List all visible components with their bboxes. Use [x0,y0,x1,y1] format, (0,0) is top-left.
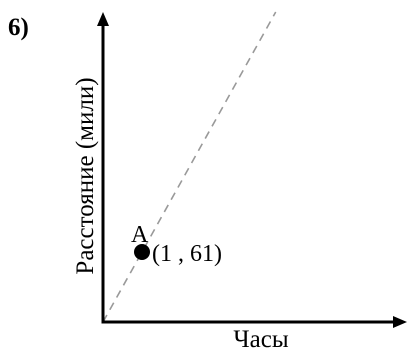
data-points: A(1 , 61) [131,222,222,267]
y-axis-label: Расстояние (мили) [72,77,99,274]
x-axis-label: Часы [233,326,288,353]
point-label: A [131,222,149,248]
dashed-proportional-line [102,11,277,323]
data-point-a [134,244,150,260]
point-coordinates-label: (1 , 61) [152,241,222,267]
y-axis-arrowhead [97,12,109,26]
x-axis-arrowhead [393,316,407,328]
problem-number: 6) [8,14,29,41]
